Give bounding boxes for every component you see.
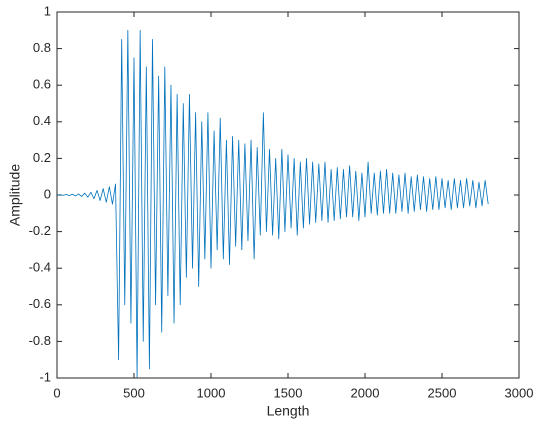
y-tick-label: 0: [44, 186, 51, 201]
y-tick-label: 1: [44, 3, 51, 18]
y-tick-label: -0.2: [29, 223, 51, 238]
y-tick-label: 0.8: [33, 40, 51, 55]
x-axis-label: Length: [267, 403, 310, 419]
axes-box: [56, 11, 520, 379]
y-tick-label: -0.4: [29, 260, 51, 275]
x-tick-label: 2000: [351, 385, 380, 400]
y-tick-label: 0.2: [33, 150, 51, 165]
y-tick-label: -0.8: [29, 333, 51, 348]
y-tick-label: -1: [39, 369, 51, 384]
y-tick-label: 0.6: [33, 77, 51, 92]
x-tick-label: 3000: [505, 385, 534, 400]
x-tick-label: 500: [123, 385, 145, 400]
x-tick-label: 2500: [428, 385, 457, 400]
x-tick-label: 1500: [274, 385, 303, 400]
signal-line: [56, 29, 489, 379]
y-tick-label: 0.4: [33, 113, 51, 128]
y-tick-label: -0.6: [29, 296, 51, 311]
x-tick-label: 0: [53, 385, 60, 400]
y-axis-label: Amplitude: [7, 164, 23, 226]
x-tick-label: 1000: [197, 385, 226, 400]
